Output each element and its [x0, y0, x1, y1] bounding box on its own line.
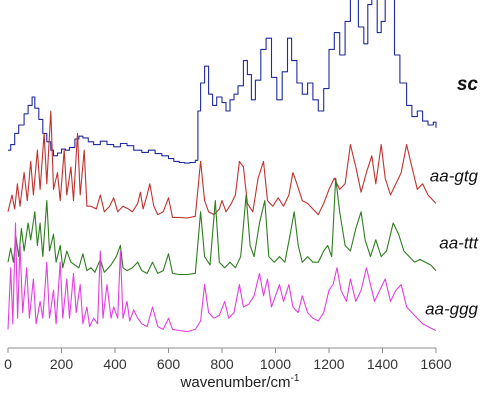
series-label-sc: sc [457, 74, 479, 95]
series-label-aa-ggg: aa-ggg [425, 300, 478, 319]
series-label-aa-gtg: aa-gtg [430, 166, 479, 185]
x-axis-title: wavenumber/cm-1 [180, 373, 300, 391]
x-axis-title-superscript: -1 [291, 373, 300, 384]
x-tick-label-1000: 1000 [260, 356, 291, 372]
x-tick-label-400: 400 [103, 356, 127, 372]
x-tick-label-200: 200 [50, 356, 74, 372]
x-tick-label-600: 600 [157, 356, 181, 372]
series-labels: sc aa-gtg aa-ttt aa-ggg [425, 74, 479, 319]
series-layer [7, 0, 437, 333]
x-tick-label-800: 800 [210, 356, 234, 372]
series-line-aa-ttt [7, 177, 437, 276]
x-axis-title-text: wavenumber/cm [180, 374, 291, 391]
series-line-aa-ggg [7, 222, 437, 333]
x-tick-label-1400: 1400 [367, 356, 398, 372]
series-line-aa-gtg [7, 110, 437, 219]
x-tick-label-0: 0 [4, 356, 12, 372]
x-axis: 0 200 400 600 800 1000 1200 1400 1600 [4, 347, 452, 372]
x-tick-label-1600: 1600 [420, 356, 451, 372]
series-line-sc [8, 0, 437, 164]
series-label-aa-ttt: aa-ttt [439, 234, 479, 253]
x-tick-label-1200: 1200 [313, 356, 344, 372]
